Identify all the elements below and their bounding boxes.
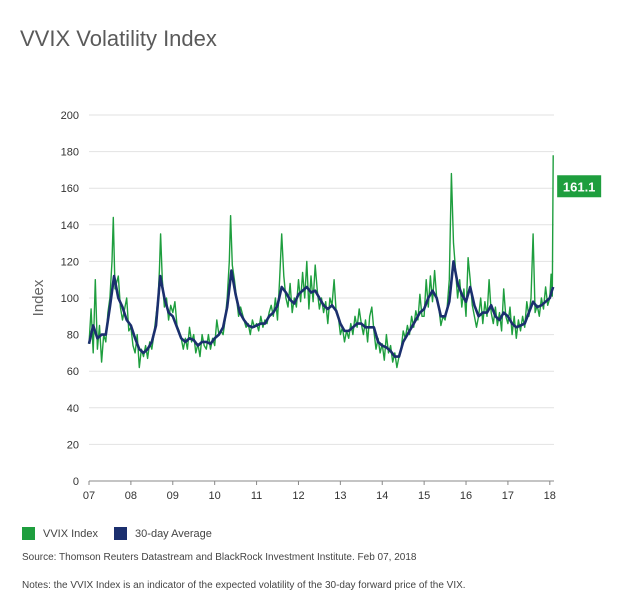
y-tick-label: 80 [67,330,79,342]
legend-label-vvix: VVIX Index [43,527,99,540]
y-axis-label: Index [30,279,47,316]
x-tick-label: 14 [376,490,388,502]
end-value-label: 161.1 [563,179,596,194]
series-line-30day-average [87,260,555,358]
x-tick-label: 18 [544,490,556,502]
x-tick-label: 07 [83,490,95,502]
x-tick-label: 11 [251,490,262,502]
y-tick-label: 200 [61,110,79,122]
y-tick-label: 160 [61,183,79,195]
legend-item-average: 30-day Average [114,527,212,540]
x-tick-label: 12 [292,490,304,502]
x-tick-label: 13 [334,490,346,502]
x-tick-label: 15 [418,490,430,502]
y-tick-label: 0 [73,476,79,488]
y-tick-label: 60 [67,366,79,378]
y-tick-label: 120 [61,256,79,268]
notes-text: Notes: the VVIX Index is an indicator of… [22,580,466,591]
legend-label-average: 30-day Average [135,527,212,540]
x-tick-label: 10 [209,490,221,502]
y-tick-label: 180 [61,147,79,159]
chart-canvas: 0 20 40 60 80 100 120 140 160 180 200 07 08 09 10 11 12 1… [30,110,602,502]
x-tick-label: 09 [167,490,179,502]
end-value-callout [557,175,602,198]
y-tick-label: 100 [61,293,79,305]
x-tick-label: 16 [460,490,472,502]
x-tick-label: 08 [125,490,137,502]
y-tick-label: 20 [67,439,79,451]
source-note: Source: Thomson Reuters Datastream and B… [22,552,417,563]
legend: VVIX Index 30-day Average [22,527,218,540]
legend-item-vvix: VVIX Index [22,527,98,540]
legend-swatch-average [114,527,128,540]
y-tick-label: 40 [67,403,79,415]
y-tick-label: 140 [61,220,79,232]
x-tick-label: 17 [502,490,514,502]
chart-title: VVIX Volatility Index [20,26,217,51]
legend-swatch-vvix [22,527,35,540]
